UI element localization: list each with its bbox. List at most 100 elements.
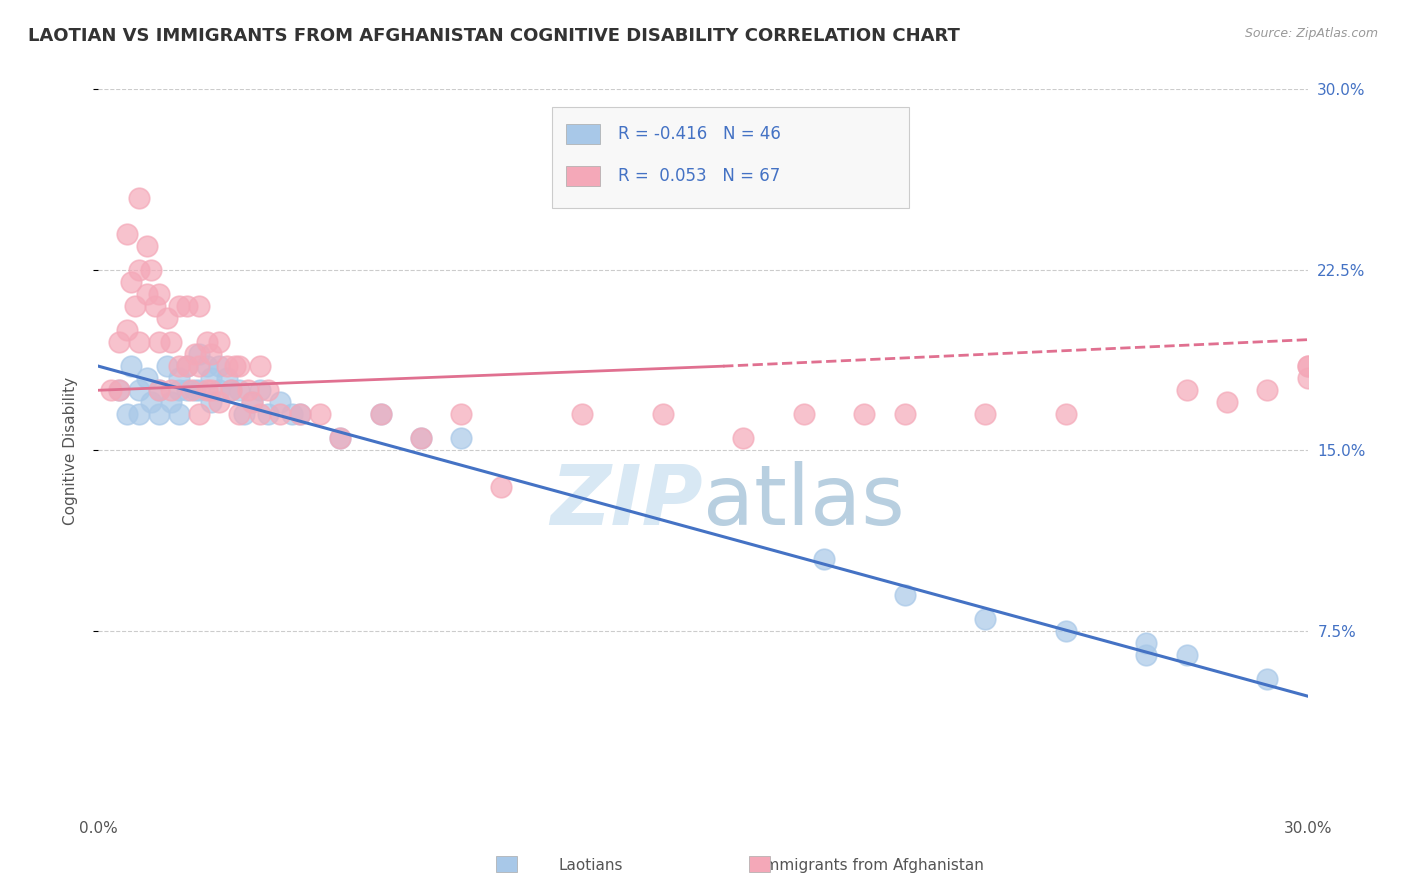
- Point: [571, 407, 593, 421]
- Point: [100, 384, 122, 398]
- Point: [329, 431, 352, 445]
- Point: [167, 299, 190, 313]
- Point: [188, 384, 211, 398]
- Text: LAOTIAN VS IMMIGRANTS FROM AFGHANISTAN COGNITIVE DISABILITY CORRELATION CHART: LAOTIAN VS IMMIGRANTS FROM AFGHANISTAN C…: [28, 27, 960, 45]
- FancyBboxPatch shape: [567, 166, 600, 186]
- Point: [200, 347, 222, 361]
- Point: [184, 347, 207, 361]
- Text: ZIP: ZIP: [550, 460, 703, 541]
- Point: [491, 480, 513, 494]
- Point: [733, 431, 755, 445]
- Point: [309, 407, 332, 421]
- Point: [1054, 407, 1077, 421]
- Point: [793, 407, 815, 421]
- Point: [195, 359, 218, 373]
- Point: [128, 262, 150, 277]
- Point: [1175, 648, 1198, 662]
- Point: [135, 371, 157, 385]
- Point: [148, 286, 170, 301]
- Point: [156, 359, 179, 373]
- Point: [232, 407, 254, 421]
- Point: [450, 407, 472, 421]
- Point: [893, 407, 915, 421]
- Point: [256, 407, 278, 421]
- Point: [228, 407, 250, 421]
- Point: [217, 371, 239, 385]
- FancyBboxPatch shape: [567, 124, 600, 145]
- Point: [249, 359, 271, 373]
- Point: [1216, 395, 1239, 409]
- Text: Laotians: Laotians: [558, 858, 623, 872]
- Point: [329, 431, 352, 445]
- Point: [167, 359, 190, 373]
- Point: [188, 407, 211, 421]
- Point: [115, 323, 138, 337]
- Point: [221, 384, 243, 398]
- Point: [853, 407, 876, 421]
- Point: [651, 407, 673, 421]
- Point: [1296, 371, 1319, 385]
- Point: [974, 407, 997, 421]
- Point: [120, 275, 142, 289]
- Point: [240, 395, 263, 409]
- Point: [240, 395, 263, 409]
- Text: R = -0.416   N = 46: R = -0.416 N = 46: [619, 125, 782, 143]
- Point: [208, 395, 231, 409]
- Point: [1296, 359, 1319, 373]
- Point: [128, 190, 150, 204]
- Point: [288, 407, 311, 421]
- Point: [200, 395, 222, 409]
- Point: [143, 299, 166, 313]
- Point: [160, 395, 183, 409]
- Point: [224, 359, 246, 373]
- Point: [217, 359, 239, 373]
- Point: [128, 334, 150, 349]
- Point: [160, 384, 183, 398]
- Point: [135, 286, 157, 301]
- Point: [115, 407, 138, 421]
- Point: [281, 407, 304, 421]
- Point: [256, 384, 278, 398]
- Point: [167, 371, 190, 385]
- Point: [813, 551, 835, 566]
- Point: [249, 407, 271, 421]
- Point: [107, 384, 129, 398]
- Point: [409, 431, 432, 445]
- Point: [208, 359, 231, 373]
- Point: [200, 384, 222, 398]
- Point: [208, 384, 231, 398]
- Point: [208, 334, 231, 349]
- Point: [249, 384, 271, 398]
- Point: [124, 299, 146, 313]
- FancyBboxPatch shape: [551, 107, 908, 209]
- Point: [188, 347, 211, 361]
- Point: [176, 299, 198, 313]
- Point: [228, 384, 250, 398]
- Point: [269, 407, 291, 421]
- Y-axis label: Cognitive Disability: Cognitive Disability: [63, 376, 77, 524]
- Point: [409, 431, 432, 445]
- Point: [176, 359, 198, 373]
- Point: [1296, 359, 1319, 373]
- Text: Source: ZipAtlas.com: Source: ZipAtlas.com: [1244, 27, 1378, 40]
- Point: [176, 384, 198, 398]
- Point: [167, 407, 190, 421]
- Point: [1135, 636, 1157, 650]
- Point: [195, 334, 218, 349]
- Point: [120, 359, 142, 373]
- Text: R =  0.053   N = 67: R = 0.053 N = 67: [619, 167, 780, 185]
- Point: [184, 384, 207, 398]
- Point: [1135, 648, 1157, 662]
- Point: [188, 359, 211, 373]
- Point: [156, 310, 179, 325]
- Point: [974, 612, 997, 626]
- Point: [269, 395, 291, 409]
- Point: [1175, 384, 1198, 398]
- Point: [1256, 673, 1278, 687]
- Point: [148, 384, 170, 398]
- Point: [176, 359, 198, 373]
- Point: [228, 359, 250, 373]
- Point: [167, 384, 190, 398]
- Point: [236, 384, 259, 398]
- Point: [893, 588, 915, 602]
